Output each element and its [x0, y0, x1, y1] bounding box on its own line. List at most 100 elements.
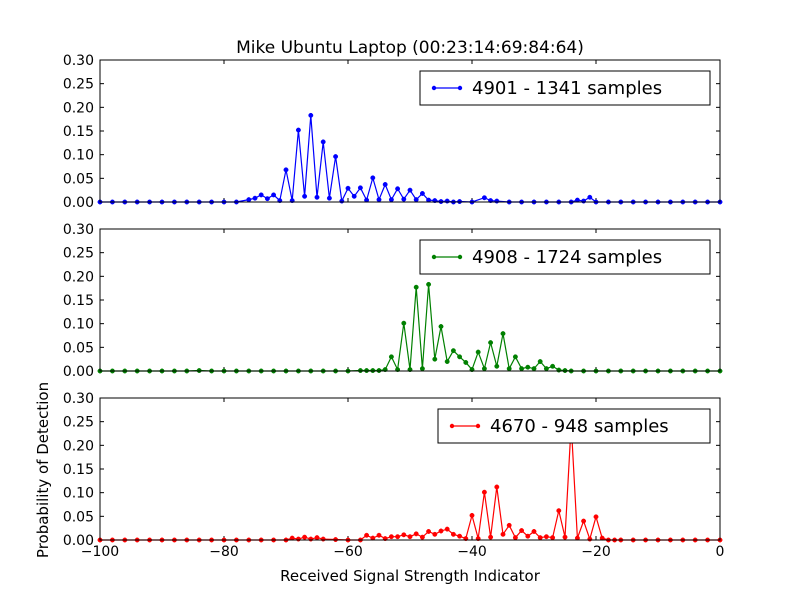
- data-point: [401, 320, 407, 326]
- axes-frame: [99, 397, 721, 541]
- y-tick-label: 0.15: [63, 293, 94, 309]
- data-point: [444, 198, 450, 204]
- data-point: [345, 185, 351, 191]
- data-point: [295, 127, 301, 133]
- data-point: [382, 182, 388, 187]
- data-point: [469, 512, 475, 518]
- data-point: [506, 522, 512, 528]
- y-tick-label: 0.05: [63, 171, 94, 187]
- data-point: [351, 193, 357, 199]
- data-point: [444, 526, 450, 532]
- data-point: [333, 154, 339, 160]
- y-tick-label: 0.25: [63, 415, 94, 431]
- legend-marker: [431, 254, 437, 260]
- data-point: [537, 535, 543, 541]
- y-tick-label: 0.05: [63, 340, 94, 356]
- legend-box: [419, 239, 711, 275]
- y-tick-label: 0.00: [63, 533, 94, 549]
- subplot-2: 0.00 0.05 0.10 0.15 0.20 0.25 0.30 4908 - 1724 …: [63, 222, 723, 380]
- data-point: [426, 529, 432, 534]
- x-tick-label: 0: [716, 544, 725, 560]
- data-point: [494, 484, 500, 490]
- data-point: [519, 528, 525, 533]
- data-point: [320, 139, 326, 145]
- y-tick-label: 0.30: [63, 391, 94, 407]
- data-point: [419, 366, 425, 372]
- data-point: [444, 359, 450, 364]
- legend: 4908 - 1724 samples: [419, 239, 711, 275]
- y-tick-label: 0.25: [63, 77, 94, 93]
- subplot-1: 0.00 0.05 0.10 0.15 0.20 0.25 0.30 4901 - 1341 …: [63, 53, 723, 211]
- data-point: [537, 359, 543, 364]
- data-point: [463, 360, 469, 365]
- legend: 4901 - 1341 samples: [419, 70, 711, 106]
- legend-label: 4670 - 948 samples: [490, 416, 669, 437]
- data-point: [481, 366, 487, 372]
- data-point: [506, 366, 512, 372]
- data-point: [587, 536, 593, 542]
- y-tick-label: 0.00: [63, 364, 94, 380]
- data-point: [370, 175, 376, 181]
- data-point: [252, 195, 258, 201]
- data-point: [457, 354, 463, 360]
- data-point: [314, 194, 320, 200]
- x-tick-label: −40: [457, 544, 487, 560]
- data-point: [581, 518, 587, 524]
- data-point: [258, 192, 264, 198]
- legend-marker: [449, 423, 455, 429]
- data-point: [283, 167, 289, 173]
- data-point: [450, 531, 456, 537]
- data-point: [556, 367, 562, 373]
- axes-frame: [99, 59, 721, 203]
- data-point: [302, 193, 308, 199]
- legend: 4670 - 948 samples: [437, 408, 711, 444]
- data-point: [308, 112, 314, 118]
- y-tick-label: 0.10: [63, 148, 94, 164]
- data-point: [246, 197, 252, 203]
- data-point: [413, 284, 419, 290]
- y-tick-label: 0.10: [63, 317, 94, 333]
- y-tick-label: 0.05: [63, 509, 94, 525]
- data-point: [407, 187, 413, 193]
- data-point: [512, 354, 518, 360]
- data-point: [326, 195, 332, 201]
- data-point: [525, 533, 531, 539]
- data-point: [581, 198, 587, 204]
- y-tick-label: 0.20: [63, 269, 94, 285]
- data-point: [376, 197, 382, 203]
- data-point: [388, 534, 394, 540]
- data-point: [500, 331, 506, 337]
- data-point: [481, 195, 487, 201]
- y-tick-label: 0.15: [63, 462, 94, 478]
- data-point: [438, 324, 444, 329]
- data-point: [432, 531, 438, 537]
- data-point: [357, 185, 363, 191]
- data-point: [339, 198, 345, 204]
- data-point: [264, 196, 270, 202]
- x-tick-label: −60: [333, 544, 363, 560]
- data-point: [388, 197, 394, 203]
- x-tick-label: −20: [581, 544, 611, 560]
- legend-marker: [475, 423, 481, 429]
- data-point: [481, 489, 487, 495]
- data-point: [550, 363, 556, 369]
- x-axis-label: Received Signal Strength Indicator: [280, 567, 541, 585]
- data-point: [314, 535, 320, 541]
- data-point: [308, 536, 314, 542]
- data-point: [556, 508, 562, 514]
- data-point: [271, 192, 277, 198]
- data-point: [438, 528, 444, 534]
- legend-marker: [431, 85, 437, 91]
- data-point: [388, 354, 394, 360]
- legend-label: 4908 - 1724 samples: [472, 247, 662, 268]
- x-tick-label: −80: [209, 544, 239, 560]
- y-tick-label: 0.25: [63, 246, 94, 262]
- y-tick-label: 0.10: [63, 486, 94, 502]
- y-tick-label: 0.00: [63, 195, 94, 211]
- legend-label: 4901 - 1341 samples: [472, 78, 662, 99]
- data-point: [419, 191, 425, 196]
- data-point: [364, 532, 370, 538]
- data-point: [500, 531, 506, 537]
- data-point: [450, 348, 456, 354]
- data-point: [488, 534, 494, 540]
